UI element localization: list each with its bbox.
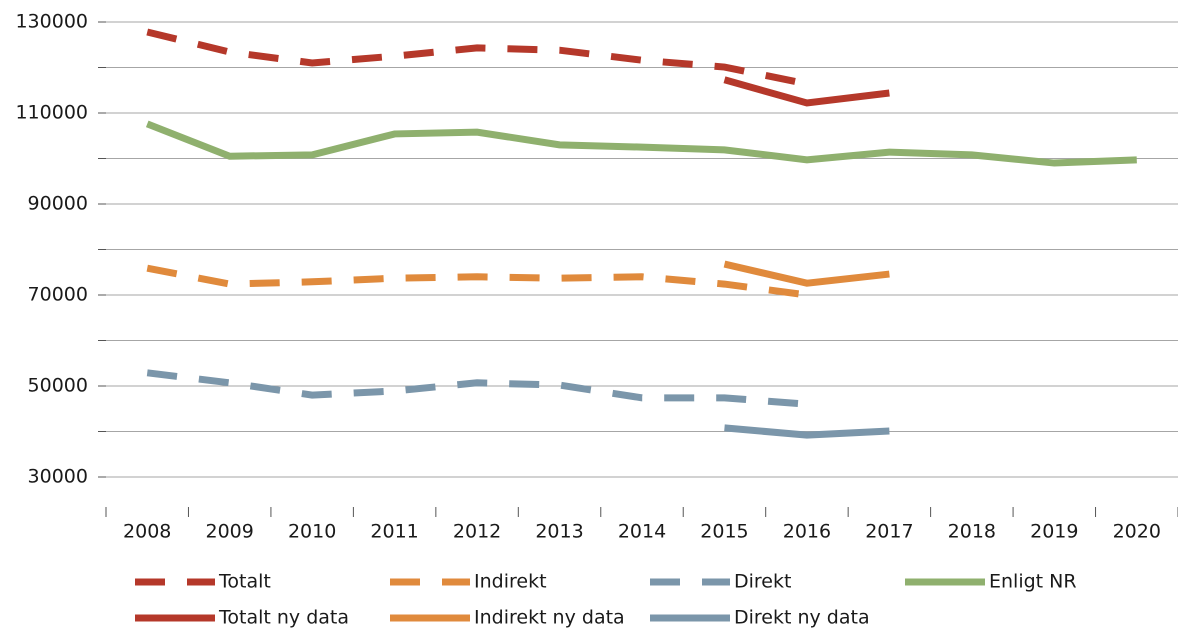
- y-tick-label: 30000: [28, 466, 88, 488]
- x-tick-label: 2019: [1030, 521, 1078, 543]
- legend-label: Indirekt ny data: [474, 607, 625, 629]
- y-tick-label: 50000: [28, 375, 88, 397]
- x-tick-label: 2012: [453, 521, 501, 543]
- y-tick-label: 110000: [15, 102, 88, 124]
- x-tick-label: 2020: [1113, 521, 1161, 543]
- y-tick-label: 90000: [28, 193, 88, 215]
- x-tick-label: 2017: [865, 521, 913, 543]
- x-tick-label: 2016: [783, 521, 831, 543]
- legend-label: Enligt NR: [989, 571, 1077, 593]
- series-line: [723, 76, 890, 107]
- x-tick-label: 2014: [618, 521, 666, 543]
- series-line: [723, 260, 890, 287]
- x-tick-label: 2018: [948, 521, 996, 543]
- legend-label: Direkt ny data: [734, 607, 870, 629]
- series-line: [724, 424, 890, 439]
- legend-label: Totalt ny data: [218, 607, 349, 629]
- x-tick-label: 2008: [123, 521, 171, 543]
- legend-label: Totalt: [218, 571, 271, 593]
- y-tick-label: 70000: [28, 284, 88, 306]
- legend-label: Direkt: [734, 571, 791, 593]
- y-tick-label: 130000: [15, 11, 88, 33]
- x-tick-label: 2009: [206, 521, 254, 543]
- x-tick-label: 2010: [288, 521, 336, 543]
- x-tick-label: 2013: [535, 521, 583, 543]
- x-tick-label: 2011: [370, 521, 418, 543]
- series-line: [146, 264, 808, 299]
- series-line: [146, 28, 808, 88]
- series-line: [145, 120, 1137, 167]
- x-tick-label: 2015: [700, 521, 748, 543]
- legend-label: Indirekt: [474, 571, 547, 593]
- series-line: [146, 369, 808, 408]
